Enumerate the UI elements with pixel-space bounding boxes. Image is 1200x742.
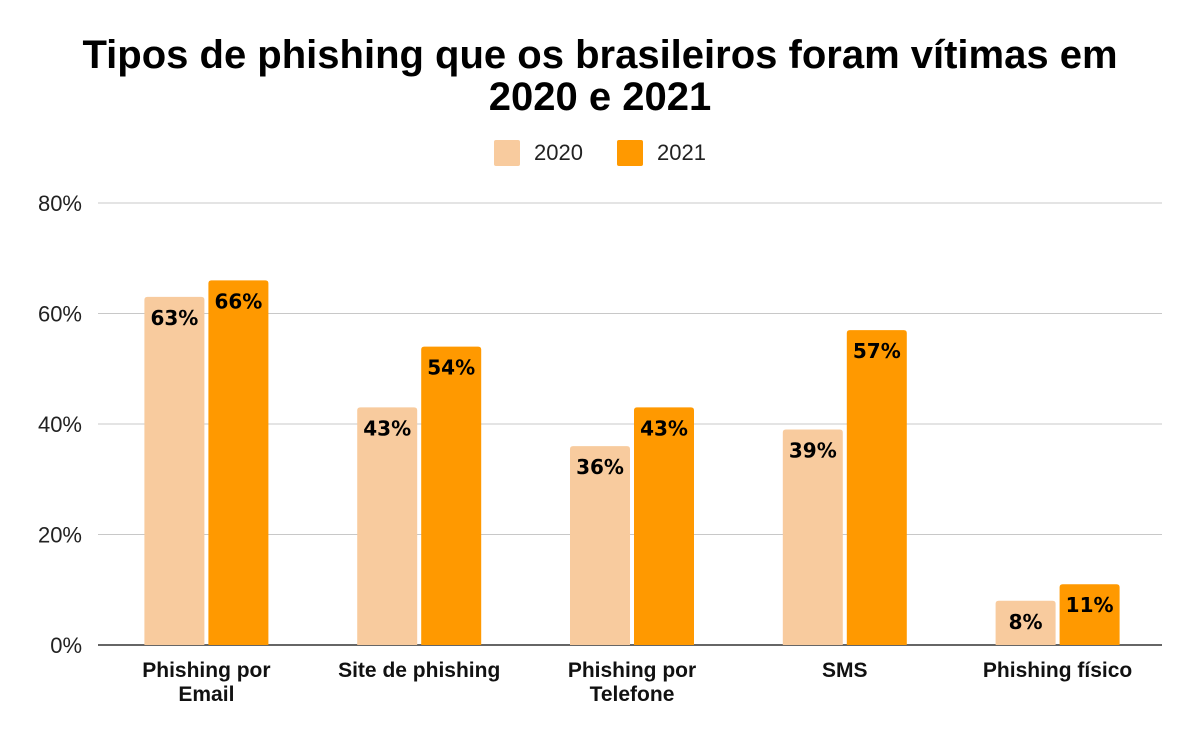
bar-2020 xyxy=(357,407,418,645)
x-tick-label: SMS xyxy=(822,659,868,682)
data-label-2020: 39% xyxy=(789,439,837,463)
data-label-2020: 63% xyxy=(150,306,198,330)
legend: 2020 2021 xyxy=(0,140,1200,166)
data-label-2020: 8% xyxy=(1009,610,1043,634)
data-label-2021: 66% xyxy=(214,289,262,313)
x-tick-label: Email xyxy=(178,683,234,706)
y-tick-label: 40% xyxy=(38,412,82,437)
y-tick-label: 80% xyxy=(38,191,82,216)
bar-2020 xyxy=(144,296,205,645)
x-tick-label: Phishing por xyxy=(568,659,696,682)
data-label-2021: 11% xyxy=(1066,593,1114,617)
y-tick-label: 20% xyxy=(38,523,82,548)
bar-2021 xyxy=(1059,584,1120,645)
data-label-2021: 43% xyxy=(640,416,688,440)
y-tick-label: 60% xyxy=(38,302,82,327)
legend-label-2021: 2021 xyxy=(657,140,706,165)
bar-2020 xyxy=(782,429,843,645)
x-tick-label: Phishing por xyxy=(142,659,270,682)
legend-item-2021: 2021 xyxy=(617,140,706,166)
bar-2021 xyxy=(846,330,907,645)
legend-swatch-2021 xyxy=(617,140,643,166)
data-label-2020: 36% xyxy=(576,455,624,479)
legend-item-2020: 2020 xyxy=(494,140,583,166)
data-label-2020: 43% xyxy=(363,416,411,440)
x-tick-label: Phishing físico xyxy=(983,659,1132,682)
legend-label-2020: 2020 xyxy=(534,140,583,165)
bar-2020 xyxy=(995,600,1056,645)
data-label-2021: 54% xyxy=(427,356,475,380)
data-label-2021: 57% xyxy=(853,339,901,363)
bar-2021 xyxy=(634,407,694,645)
y-tick-label: 0% xyxy=(50,633,82,658)
x-tick-label: Telefone xyxy=(590,683,675,706)
legend-swatch-2020 xyxy=(494,140,521,166)
bar-2020 xyxy=(570,446,630,645)
chart-title: Tipos de phishing que os brasileiros for… xyxy=(82,33,1118,119)
bar-2021 xyxy=(208,280,269,645)
bar-2021 xyxy=(421,346,482,645)
x-tick-label: Site de phishing xyxy=(338,659,500,682)
